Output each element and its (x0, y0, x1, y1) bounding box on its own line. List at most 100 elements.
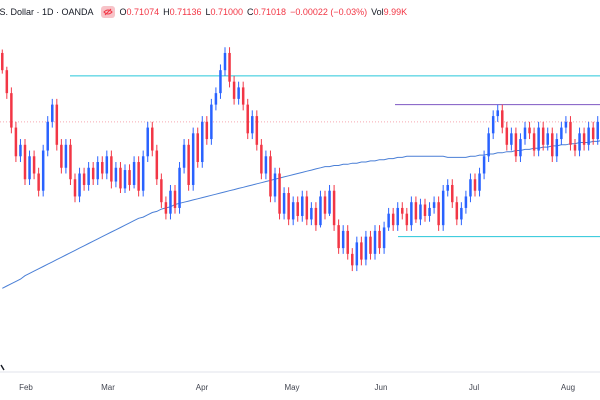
candle (328, 184, 331, 216)
candle (287, 187, 290, 226)
candle-body (214, 93, 218, 105)
candle-body (73, 179, 77, 197)
candle (401, 202, 404, 220)
candle-body (282, 193, 286, 214)
candle-body (223, 52, 227, 71)
candle (114, 162, 118, 188)
candle (573, 139, 577, 157)
candle (101, 156, 104, 180)
candle-body (182, 144, 186, 168)
candle-body (241, 87, 245, 105)
candle (301, 190, 304, 222)
eye-off-icon[interactable] (100, 6, 115, 18)
ohlc-low: L0.71000 (205, 7, 244, 17)
x-tick-label: Aug (561, 383, 575, 392)
candle-body (55, 104, 59, 145)
candle (155, 144, 159, 185)
candle-body (346, 230, 349, 254)
candle (551, 127, 554, 163)
candle (23, 139, 27, 185)
candle (151, 121, 154, 157)
candle (373, 225, 377, 260)
candle (528, 121, 531, 140)
candle (69, 139, 72, 185)
candle (123, 164, 127, 194)
candle (55, 98, 59, 151)
candle (582, 127, 586, 151)
candle-body (501, 110, 504, 128)
candle (28, 150, 31, 185)
candle (455, 196, 459, 226)
candle-body (432, 202, 436, 208)
candle (46, 116, 49, 157)
candle (214, 87, 218, 111)
candle-body (541, 127, 545, 145)
candle-body (555, 139, 559, 157)
chart-legend: .S. Dollar · 1D · OANDA O0.71074 H0.7113… (0, 4, 407, 20)
candle (487, 127, 490, 163)
candle-body (46, 121, 49, 151)
candle (396, 202, 399, 231)
candle (496, 104, 499, 122)
candle (146, 121, 149, 163)
candle-body (578, 133, 581, 151)
candle (532, 127, 536, 157)
candle (446, 179, 449, 197)
candle (346, 225, 349, 260)
candle (91, 162, 95, 185)
candle-body (305, 196, 309, 220)
candle-body (482, 156, 486, 174)
candle (310, 202, 313, 226)
candle (332, 184, 336, 231)
candle (19, 139, 22, 163)
candle (410, 196, 413, 231)
candle (37, 167, 40, 197)
candle-body (132, 162, 136, 185)
candle-body (355, 242, 359, 266)
candle-body (369, 236, 372, 254)
candle (5, 66, 9, 99)
candle (510, 127, 513, 151)
x-tick-label: Feb (19, 383, 33, 392)
candle-body (237, 87, 240, 99)
candle-body (78, 173, 81, 197)
candle-body (264, 156, 268, 174)
candle-body (414, 202, 418, 220)
candle (414, 196, 418, 223)
candle-body (401, 207, 404, 214)
candle-body (37, 173, 40, 191)
candle-body (173, 190, 177, 208)
candle (441, 184, 445, 231)
candle (223, 47, 227, 76)
ohlc-high: H0.71136 (163, 7, 202, 17)
candle-body (373, 230, 377, 254)
candle (201, 116, 204, 168)
candle-body (141, 156, 145, 191)
candle (596, 116, 599, 145)
candle-body (469, 179, 472, 197)
candle (405, 207, 409, 231)
scroll-handle-icon[interactable] (0, 364, 5, 371)
candle-body (332, 190, 336, 226)
candle (251, 110, 254, 140)
candle (51, 98, 54, 128)
candle-body (291, 202, 295, 220)
candle (182, 139, 186, 174)
candle-body (437, 202, 440, 226)
candle (319, 190, 322, 228)
ohlc-change: −0.00022 (−0.03%) (290, 7, 368, 17)
candle-body (219, 70, 222, 94)
candle (314, 202, 318, 231)
candle (460, 202, 463, 226)
candle (278, 167, 281, 220)
candle-body (596, 121, 599, 140)
candle (423, 198, 427, 222)
candle (246, 98, 249, 140)
candle-body (205, 121, 209, 140)
candle-body (546, 133, 549, 145)
candle-body (478, 173, 481, 191)
candle-body (28, 156, 31, 180)
candle-body (287, 193, 290, 220)
